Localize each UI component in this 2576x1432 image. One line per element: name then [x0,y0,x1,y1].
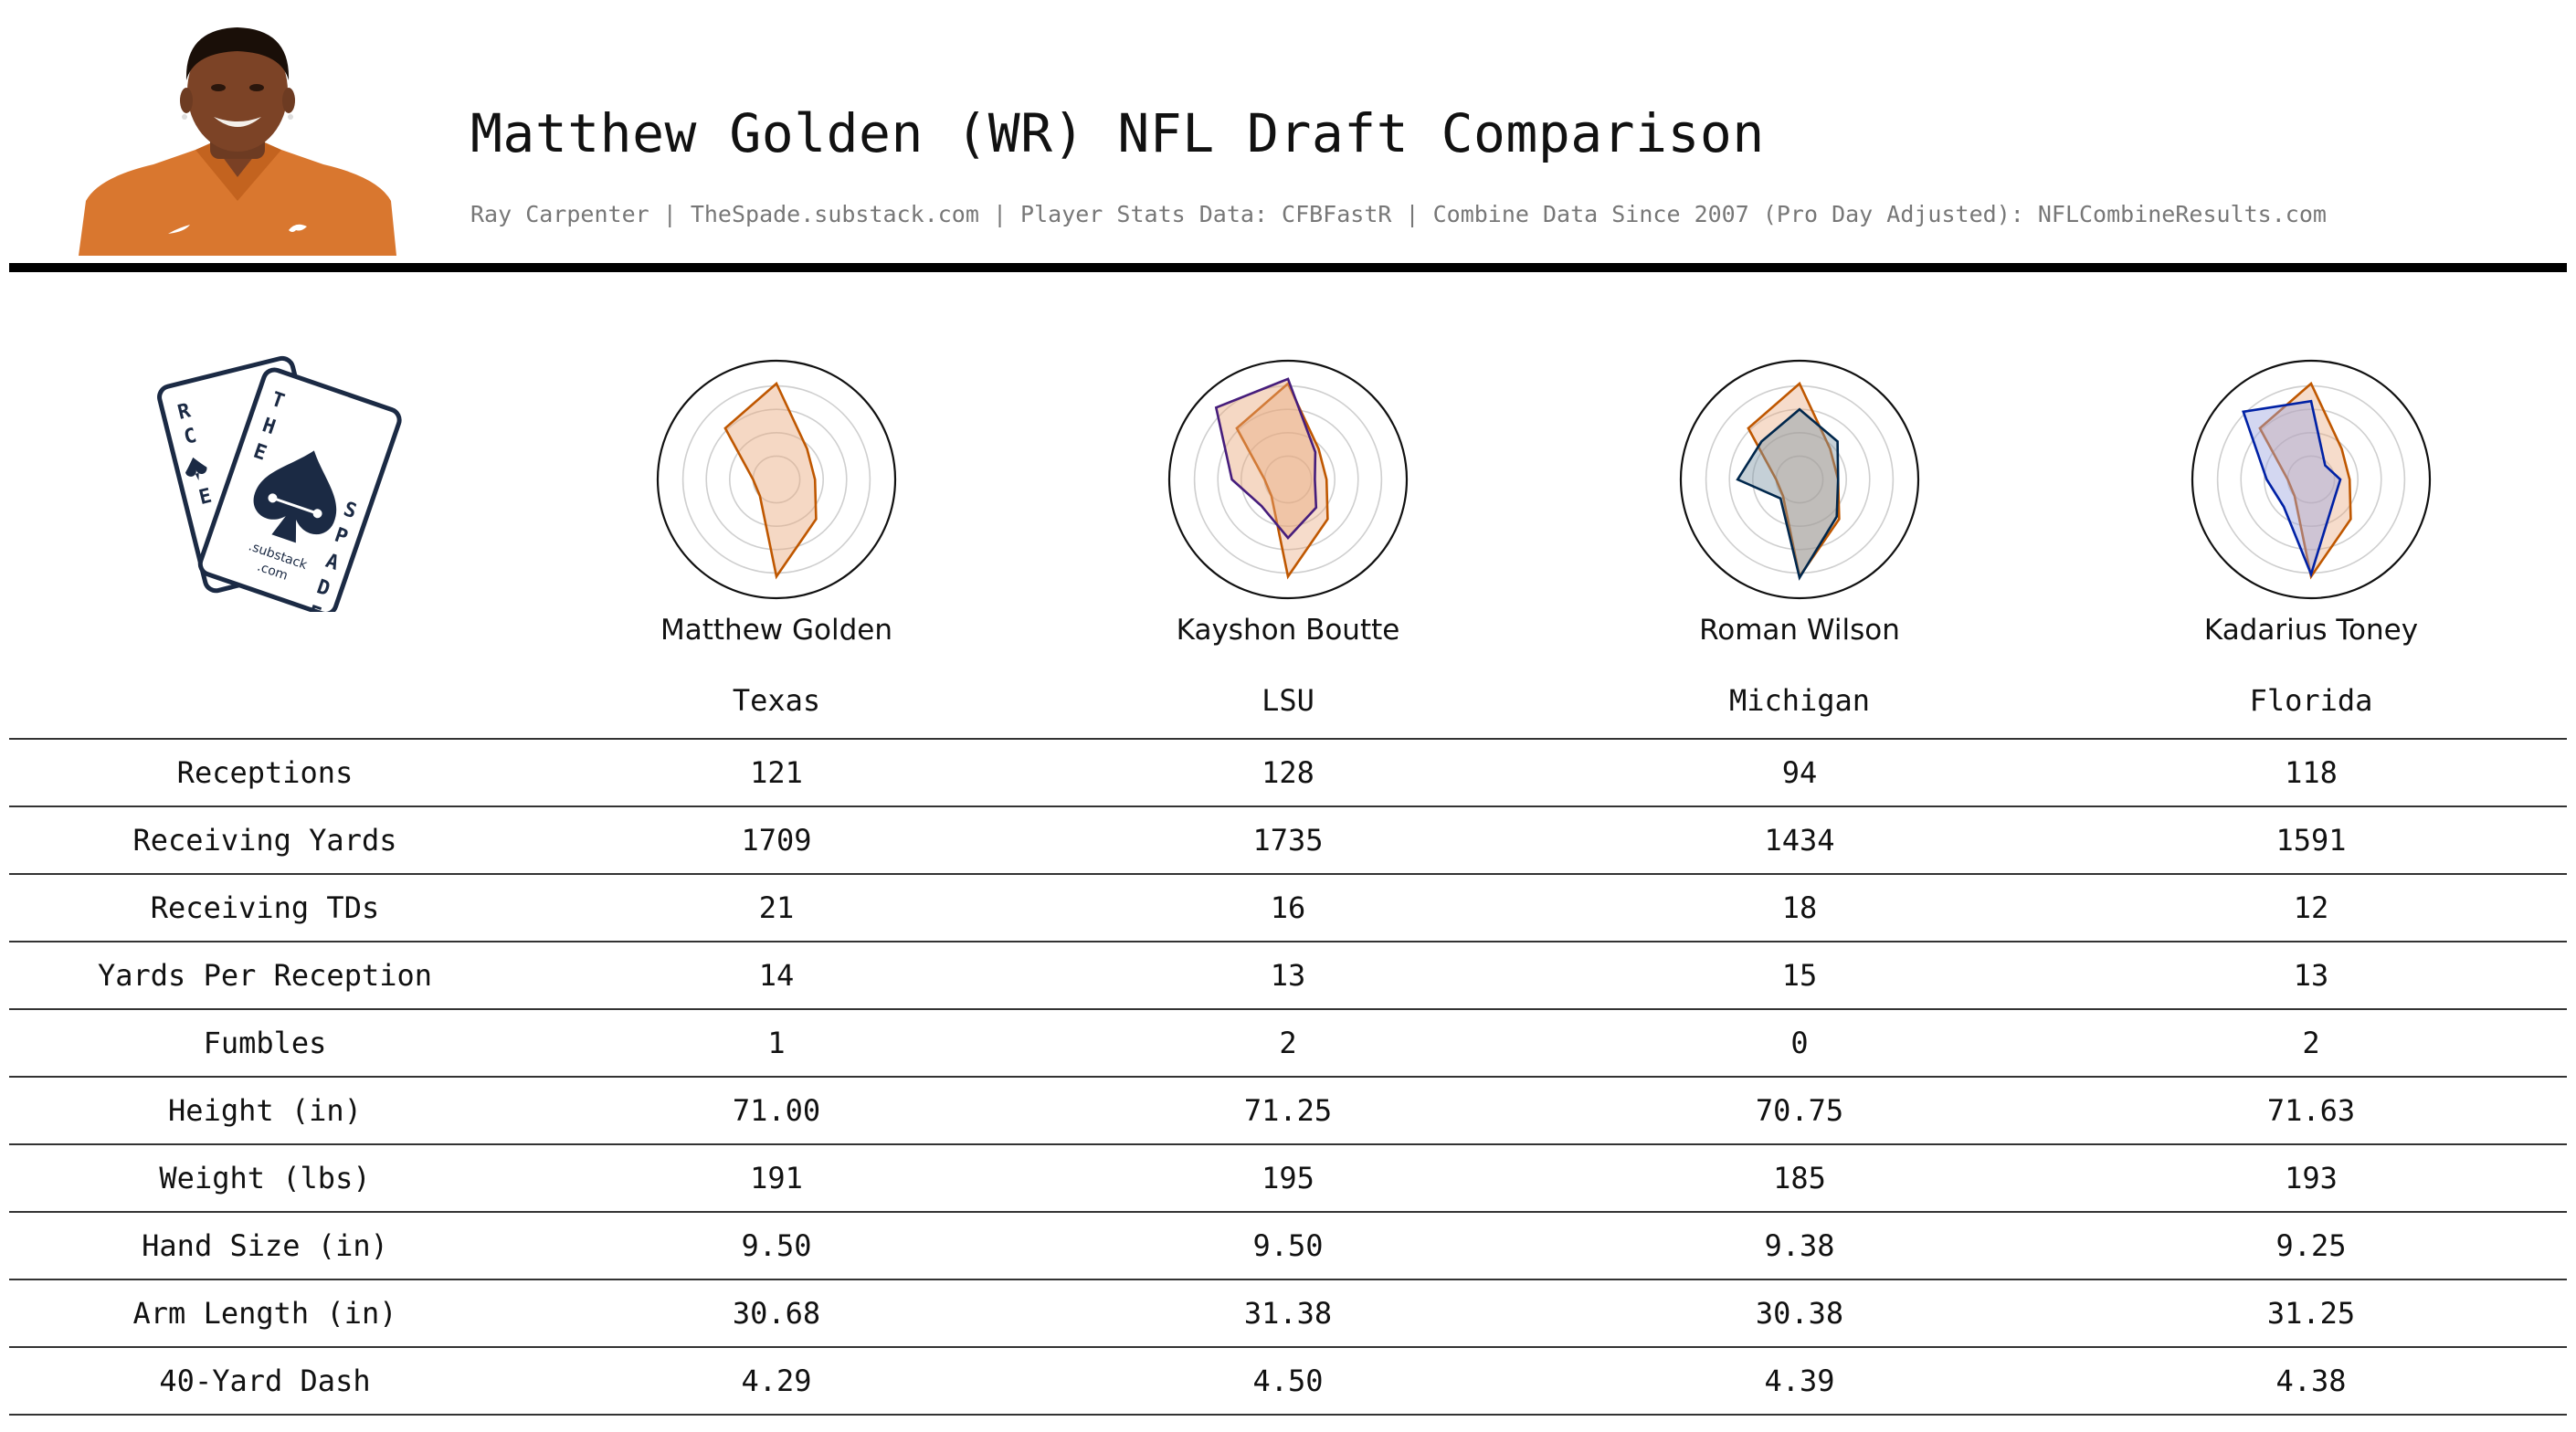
table-cell: 14 [758,958,795,993]
table-row: Hand Size (in) 9.50 9.50 9.38 9.25 [9,1211,2567,1279]
front-card-letter: E [305,602,324,612]
table-cell: 1591 [2275,823,2347,858]
row-label: Height (in) [168,1093,362,1128]
page-title: Matthew Golden (WR) NFL Draft Comparison [470,102,1765,164]
page-subtitle: Ray Carpenter | TheSpade.substack.com | … [470,201,2327,227]
table-cell: 1735 [1252,823,1324,858]
table-cell: 9.25 [2275,1228,2347,1263]
radar-gridline [1217,408,1359,551]
table-cell: 1709 [741,823,812,858]
table-cell: 2 [1279,1026,1297,1060]
radar-frame [2191,359,2432,600]
radar-chart-player-3 [2191,359,2432,600]
small-spade-icon [185,457,207,481]
table-cell: 9.50 [1252,1228,1324,1263]
radar-series-golden [723,381,818,580]
radar-frame [1167,359,1409,600]
table-cell: 1 [767,1026,786,1060]
radar-gridline [705,408,848,551]
player-name-wilson: Roman Wilson [1699,614,1900,647]
table-row: Receptions 121 128 94 118 [9,738,2567,806]
player-name-golden: Matthew Golden [660,614,892,647]
table-cell: 71.00 [732,1093,821,1128]
table-cell: 185 [1773,1161,1826,1195]
table-cell: 1434 [1764,823,1835,858]
header-divider [9,263,2567,272]
row-label: Receiving TDs [150,890,380,925]
table-cell: 9.50 [741,1228,812,1263]
table-cell: 31.25 [2266,1296,2356,1331]
table-cell: 195 [1262,1161,1314,1195]
back-card-letter: E [196,485,214,510]
table-row: Receiving TDs 21 16 18 12 [9,873,2567,941]
school-texas: Texas [732,683,821,718]
radar-series-comparison [1736,407,1840,581]
radar-gridline [1240,432,1336,528]
back-card-letter: C [182,425,199,449]
table-cell: 4.39 [1764,1364,1835,1398]
radar-series-golden [1235,381,1329,580]
table-cell: 30.38 [1755,1296,1844,1331]
table-cell: 13 [1270,958,1306,993]
radar-series-comparison [2242,399,2342,578]
radar-gridline [2240,408,2382,551]
table-cell: 31.38 [1243,1296,1333,1331]
table-cell: 121 [750,755,803,790]
table-cell: 70.75 [1755,1093,1844,1128]
row-label: Weight (lbs) [159,1161,371,1195]
table-row: Fumbles 1 2 0 2 [9,1008,2567,1076]
table-cell: 4.50 [1252,1364,1324,1398]
table-cell: 13 [2293,958,2329,993]
table-cell: 118 [2285,755,2338,790]
table-cell: 0 [1790,1026,1809,1060]
row-label: Receiving Yards [132,823,397,858]
table-cell: 4.38 [2275,1364,2347,1398]
school-florida: Florida [2249,683,2373,718]
table-cell: 18 [1781,890,1818,925]
table-row: Arm Length (in) 30.68 31.38 30.38 31.25 [9,1279,2567,1346]
school-michigan: Michigan [1728,683,1871,718]
table-cell: 193 [2285,1161,2338,1195]
table-cell: 71.63 [2266,1093,2356,1128]
table-row: Yards Per Reception 14 13 15 13 [9,941,2567,1008]
table-row: Receiving Yards 1709 1735 1434 1591 [9,806,2567,873]
player-name-boutte: Kayshon Boutte [1176,614,1400,647]
table-cell: 9.38 [1764,1228,1835,1263]
player-name-toney: Kadarius Toney [2203,614,2419,647]
radar-frame [1679,359,1920,600]
table-cell: 4.29 [741,1364,812,1398]
table-cell: 12 [2293,890,2329,925]
school-lsu: LSU [1262,683,1314,718]
radar-gridline [729,432,825,528]
row-label: Yards Per Reception [97,958,433,993]
table-cell: 16 [1270,890,1306,925]
table-cell: 94 [1781,755,1818,790]
table-cell: 15 [1781,958,1818,993]
table-row: Weight (lbs) 191 195 185 193 [9,1143,2567,1211]
radar-chart-player-1 [1167,359,1409,600]
radar-gridline [1752,432,1848,528]
row-label: Receptions [176,755,354,790]
radar-frame [656,359,897,600]
row-label: Fumbles [203,1026,327,1060]
table-row: 40-Yard Dash 4.29 4.50 4.39 4.38 [9,1346,2567,1416]
table-cell: 21 [758,890,795,925]
table-cell: 71.25 [1243,1093,1333,1128]
spade-icon [253,450,337,543]
the-spade-logo: R C E T H E S P A D E .substack .com [157,355,402,612]
radar-chart-player-0 [656,359,897,600]
stats-table: Receptions 121 128 94 118 Receiving Yards 1709… [9,738,2567,1416]
table-row: Height (in) 71.00 71.25 70.75 71.63 [9,1076,2567,1143]
table-cell: 2 [2302,1026,2320,1060]
table-cell: 30.68 [732,1296,821,1331]
row-label: Arm Length (in) [132,1296,397,1331]
radar-series-comparison [1214,377,1318,540]
player-headshot [79,27,396,256]
radar-gridline [2264,432,2360,528]
table-cell: 191 [750,1161,803,1195]
table-cell: 128 [1262,755,1314,790]
row-label: Hand Size (in) [142,1228,388,1263]
radar-chart-player-2 [1679,359,1920,600]
row-label: 40-Yard Dash [159,1364,371,1398]
